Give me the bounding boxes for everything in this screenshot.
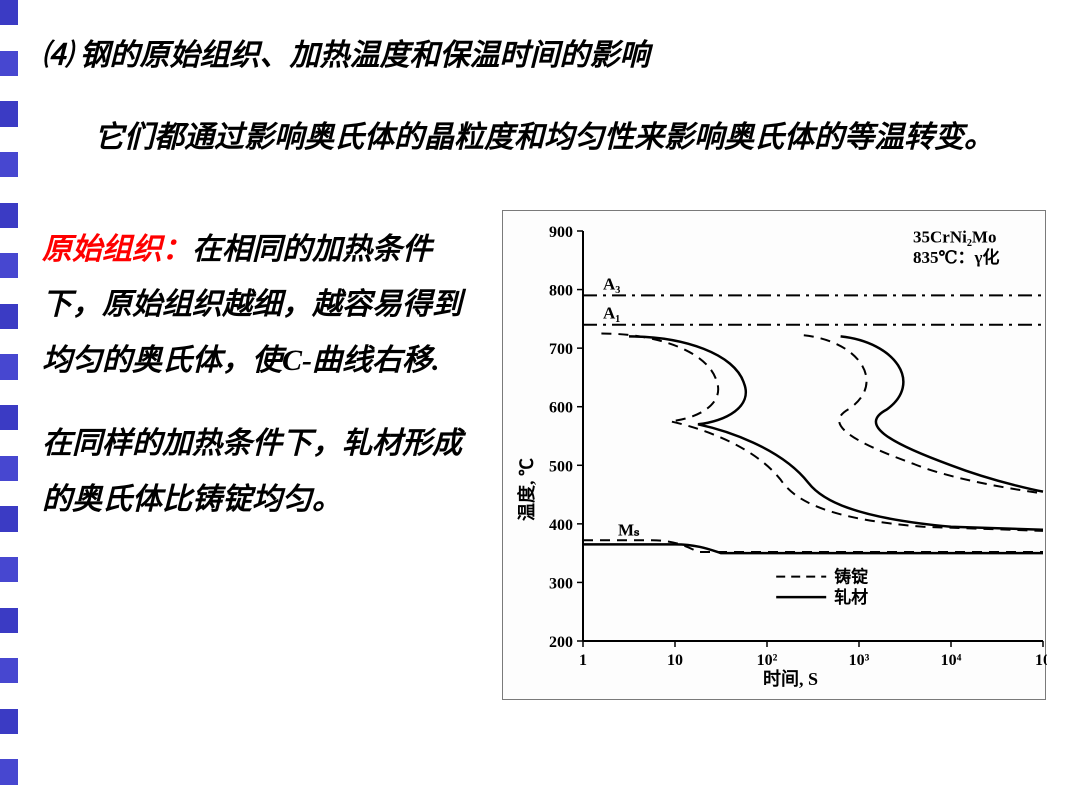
svg-text:10: 10 bbox=[1035, 652, 1047, 669]
svg-text:500: 500 bbox=[549, 458, 573, 475]
decorative-side-strip bbox=[0, 0, 18, 810]
y-axis-label: 温度, ℃ bbox=[513, 458, 539, 521]
svg-text:轧材: 轧材 bbox=[834, 587, 868, 607]
svg-text:600: 600 bbox=[549, 399, 573, 416]
svg-text:900: 900 bbox=[549, 224, 573, 241]
svg-text:10⁴: 10⁴ bbox=[941, 652, 962, 669]
svg-text:200: 200 bbox=[549, 634, 573, 651]
body-text: 原始组织：在相同的加热条件下，原始组织越细，越容易得到均匀的奥氏体，使C-曲线右… bbox=[42, 222, 482, 700]
svg-text:800: 800 bbox=[549, 282, 573, 299]
svg-text:10: 10 bbox=[667, 652, 683, 669]
paragraph-1: 原始组织：在相同的加热条件下，原始组织越细，越容易得到均匀的奥氏体，使C-曲线右… bbox=[42, 222, 482, 389]
svg-text:1: 1 bbox=[579, 652, 587, 669]
section-title: ⑷ 钢的原始组织、加热温度和保温时间的影响 bbox=[42, 30, 1062, 74]
svg-text:300: 300 bbox=[549, 575, 573, 592]
slide-content: ⑷ 钢的原始组织、加热温度和保温时间的影响 它们都通过影响奥氏体的晶粒度和均匀性… bbox=[42, 30, 1062, 700]
svg-text:700: 700 bbox=[549, 341, 573, 358]
x-axis-label: 时间, S bbox=[763, 665, 818, 691]
ttt-chart: 20030040050060070080090011010²10³10⁴10A₃… bbox=[502, 210, 1046, 700]
svg-text:铸锭: 铸锭 bbox=[834, 566, 868, 586]
intro-paragraph: 它们都通过影响奥氏体的晶粒度和均匀性来影响奥氏体的等温转变。 bbox=[94, 110, 994, 166]
svg-text:A₃: A₃ bbox=[603, 274, 620, 293]
svg-text:835℃：γ化: 835℃：γ化 bbox=[913, 247, 999, 267]
svg-text:10³: 10³ bbox=[849, 652, 870, 669]
lower-row: 原始组织：在相同的加热条件下，原始组织越细，越容易得到均匀的奥氏体，使C-曲线右… bbox=[42, 222, 1062, 700]
svg-text:A₁: A₁ bbox=[603, 303, 620, 322]
svg-text:Mₛ: Mₛ bbox=[618, 520, 640, 539]
svg-text:35CrNi₂Mo: 35CrNi₂Mo bbox=[913, 227, 996, 246]
chart-svg: 20030040050060070080090011010²10³10⁴10A₃… bbox=[503, 211, 1047, 701]
highlight-term: 原始组织： bbox=[42, 233, 192, 266]
paragraph-2: 在同样的加热条件下，轧材形成的奥氏体比铸锭均匀。 bbox=[42, 416, 482, 527]
svg-text:400: 400 bbox=[549, 516, 573, 533]
